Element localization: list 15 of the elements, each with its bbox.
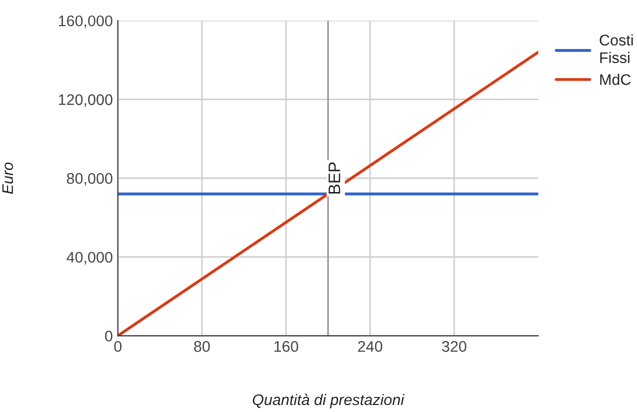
legend-label: Costi Fissi: [600, 34, 633, 64]
x-axis-title: Quantità di prestazioni: [252, 394, 404, 408]
y-tick-label: 0: [105, 330, 112, 342]
y-tick-label: 120,000: [58, 94, 112, 107]
x-tick-label: 0: [114, 341, 122, 352]
y-tick-label: 160,000: [58, 15, 112, 28]
ref-line-label: BEP: [328, 162, 340, 194]
x-tick-label: 160: [274, 341, 298, 352]
x-tick-label: 320: [442, 341, 466, 352]
x-tick-label: 240: [358, 341, 382, 352]
y-tick-label: 40,000: [66, 252, 112, 264]
y-axis-title: Euro: [2, 162, 14, 194]
y-tick-label: 80,000: [66, 173, 112, 186]
x-tick-label: 80: [194, 341, 210, 352]
legend-label: MdC: [600, 74, 631, 86]
